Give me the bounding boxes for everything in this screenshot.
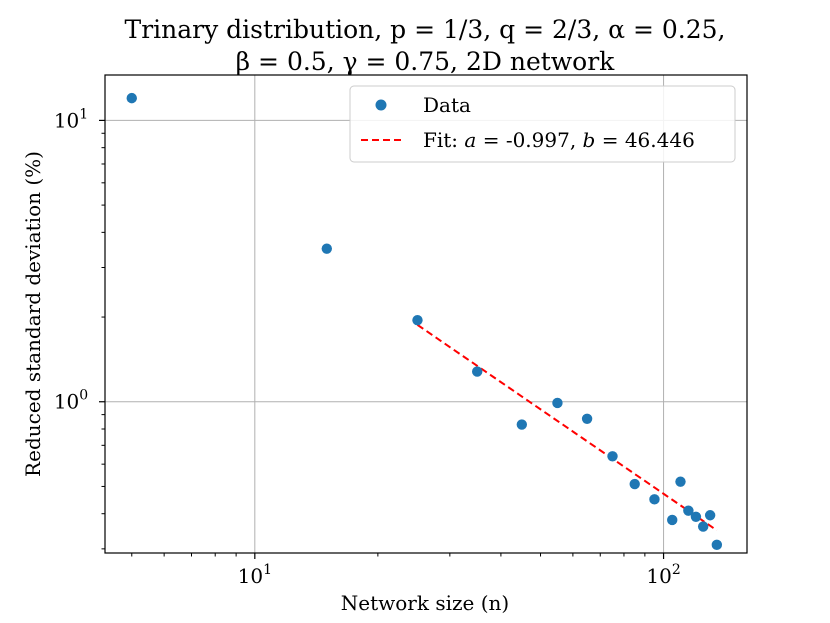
legend-fit-a-symbol: a xyxy=(464,128,476,152)
x-tick-label-1: 102 xyxy=(646,562,680,588)
data-point-12 xyxy=(683,505,694,516)
data-point-5 xyxy=(552,397,563,409)
legend-fit-prefix: Fit: xyxy=(423,128,464,152)
data-point-7 xyxy=(607,451,618,462)
axis-ticks: 101 102 100 101 xyxy=(54,106,681,588)
legend-fit-b-symbol: b xyxy=(583,128,596,152)
data-point-11 xyxy=(675,476,686,487)
legend-box xyxy=(349,85,736,163)
data-point-0 xyxy=(126,92,137,104)
chart-title-line-2: β = 0.5, γ = 0.75, 2D network xyxy=(236,47,616,76)
legend-data-marker xyxy=(375,99,387,111)
data-point-3 xyxy=(472,366,483,377)
y-tick-label-1: 101 xyxy=(54,106,88,132)
data-point-15 xyxy=(704,510,716,521)
fit-line-group xyxy=(416,324,718,532)
data-point-1 xyxy=(321,243,332,254)
legend-fit-a-value: = -0.997, xyxy=(476,128,582,152)
legend: Data Fit: a = -0.997, b = 46.446 xyxy=(349,85,736,163)
legend-data-label: Data xyxy=(423,93,471,117)
data-point-14 xyxy=(697,521,709,532)
data-points xyxy=(126,92,723,551)
chart-title-line-1: Trinary distribution, p = 1/3, q = 2/3, … xyxy=(125,15,726,44)
data-point-16 xyxy=(711,539,723,551)
data-point-13 xyxy=(690,511,702,523)
data-point-6 xyxy=(581,413,593,424)
x-tick-label-0: 101 xyxy=(238,562,272,588)
x-axis-label: Network size (n) xyxy=(341,591,509,615)
legend-fit-b-value: = 46.446 xyxy=(595,128,694,152)
data-point-8 xyxy=(629,478,640,490)
data-point-2 xyxy=(412,314,423,326)
fit-line xyxy=(416,324,718,532)
legend-fit-label: Fit: a = -0.997, b = 46.446 xyxy=(423,128,695,152)
y-axis-label: Reduced standard deviation (%) xyxy=(21,151,45,477)
plot-area-frame xyxy=(104,74,748,554)
data-point-10 xyxy=(667,514,678,526)
data-point-9 xyxy=(649,494,660,505)
data-point-4 xyxy=(516,419,528,430)
y-tick-label-0: 100 xyxy=(54,388,88,414)
